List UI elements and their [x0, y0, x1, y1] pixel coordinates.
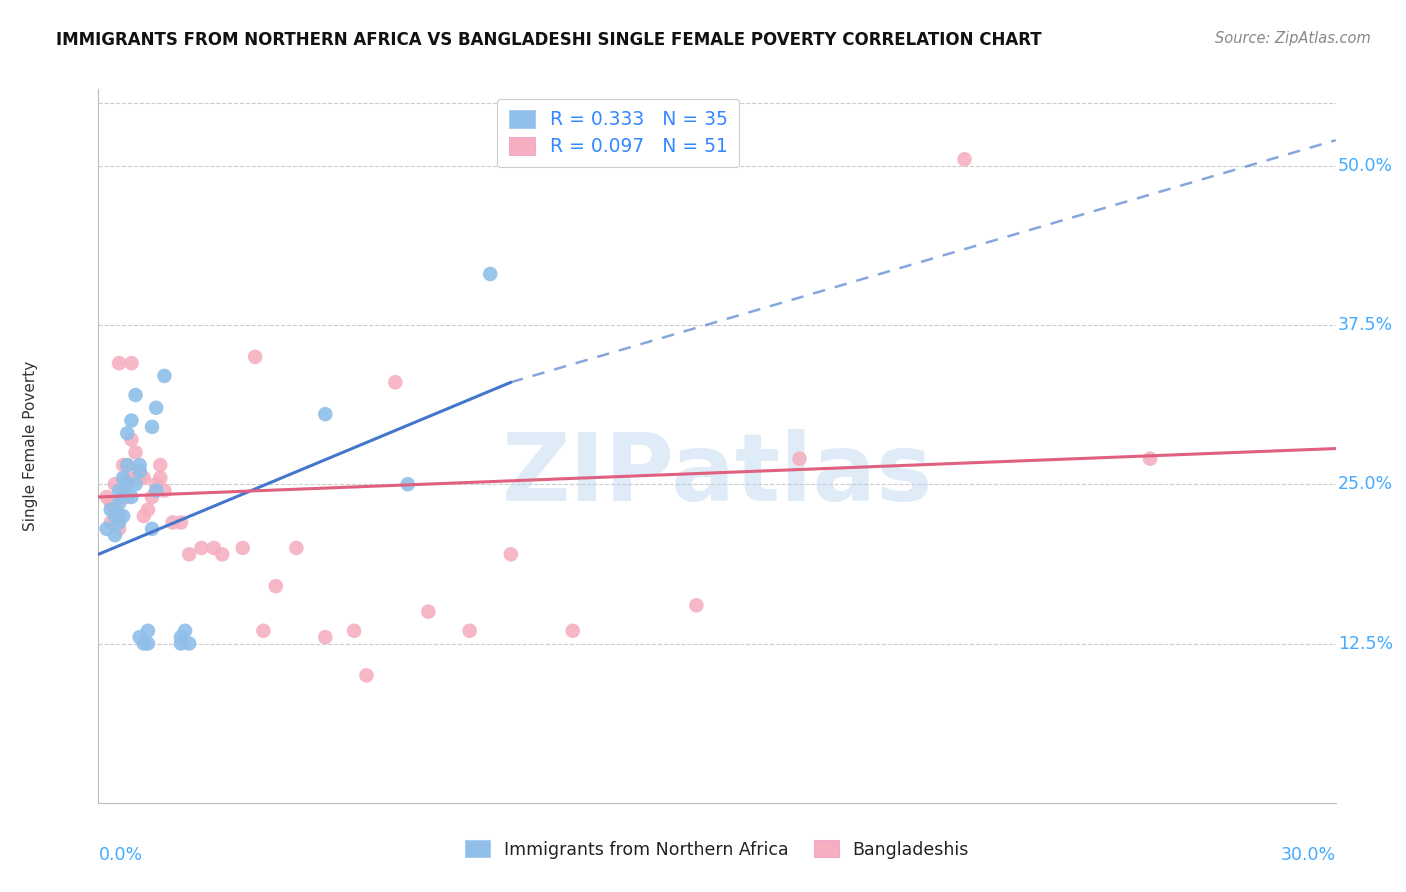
- Point: [132, 471, 155, 485]
- Point: [117, 477, 139, 491]
- Point: [108, 509, 131, 524]
- Point: [561, 624, 583, 638]
- Point: [100, 516, 122, 530]
- Point: [136, 502, 159, 516]
- Point: [136, 624, 159, 638]
- Point: [211, 547, 233, 561]
- Point: [141, 522, 163, 536]
- Point: [264, 579, 287, 593]
- Point: [104, 528, 127, 542]
- Point: [117, 458, 139, 472]
- Point: [128, 465, 150, 479]
- Text: 0.0%: 0.0%: [98, 846, 142, 863]
- Point: [202, 541, 225, 555]
- Point: [479, 267, 502, 281]
- Point: [170, 630, 193, 644]
- Point: [128, 458, 150, 472]
- Legend: Immigrants from Northern Africa, Bangladeshis: Immigrants from Northern Africa, Banglad…: [458, 833, 976, 865]
- Point: [108, 496, 131, 510]
- Text: Source: ZipAtlas.com: Source: ZipAtlas.com: [1215, 31, 1371, 46]
- Point: [953, 153, 976, 167]
- Point: [418, 605, 440, 619]
- Point: [149, 458, 172, 472]
- Point: [104, 502, 127, 516]
- Point: [124, 477, 146, 491]
- Point: [112, 471, 135, 485]
- Point: [499, 547, 522, 561]
- Point: [458, 624, 481, 638]
- Point: [108, 522, 131, 536]
- Point: [190, 541, 212, 555]
- Point: [108, 356, 131, 370]
- Point: [104, 509, 127, 524]
- Point: [396, 477, 419, 491]
- Point: [243, 350, 266, 364]
- Point: [343, 624, 366, 638]
- Point: [685, 599, 707, 613]
- Point: [117, 490, 139, 504]
- Point: [153, 483, 176, 498]
- Point: [120, 356, 142, 370]
- Point: [132, 509, 155, 524]
- Point: [141, 490, 163, 504]
- Point: [149, 471, 172, 485]
- Point: [124, 445, 146, 459]
- Point: [124, 388, 146, 402]
- Point: [112, 490, 135, 504]
- Point: [145, 477, 167, 491]
- Point: [112, 509, 135, 524]
- Point: [179, 547, 201, 561]
- Point: [128, 471, 150, 485]
- Text: ZIPatlas: ZIPatlas: [502, 428, 932, 521]
- Point: [252, 624, 274, 638]
- Point: [112, 458, 135, 472]
- Point: [108, 483, 131, 498]
- Text: IMMIGRANTS FROM NORTHERN AFRICA VS BANGLADESHI SINGLE FEMALE POVERTY CORRELATION: IMMIGRANTS FROM NORTHERN AFRICA VS BANGL…: [56, 31, 1042, 49]
- Text: 37.5%: 37.5%: [1339, 316, 1393, 334]
- Text: Single Female Poverty: Single Female Poverty: [22, 361, 38, 531]
- Point: [384, 376, 406, 390]
- Point: [120, 490, 142, 504]
- Point: [124, 471, 146, 485]
- Point: [132, 636, 155, 650]
- Point: [117, 471, 139, 485]
- Point: [136, 636, 159, 650]
- Point: [314, 407, 336, 421]
- Point: [141, 420, 163, 434]
- Point: [170, 516, 193, 530]
- Point: [1139, 451, 1161, 466]
- Point: [104, 477, 127, 491]
- Point: [128, 465, 150, 479]
- Point: [117, 426, 139, 441]
- Point: [153, 368, 176, 383]
- Point: [145, 483, 167, 498]
- Point: [96, 522, 118, 536]
- Text: 25.0%: 25.0%: [1339, 475, 1393, 493]
- Point: [100, 502, 122, 516]
- Point: [179, 636, 201, 650]
- Point: [112, 477, 135, 491]
- Point: [128, 630, 150, 644]
- Text: 30.0%: 30.0%: [1281, 846, 1336, 863]
- Point: [96, 490, 118, 504]
- Point: [145, 401, 167, 415]
- Text: 50.0%: 50.0%: [1339, 157, 1393, 175]
- Point: [120, 413, 142, 427]
- Point: [314, 630, 336, 644]
- Point: [108, 516, 131, 530]
- Point: [232, 541, 254, 555]
- Point: [117, 458, 139, 472]
- Point: [285, 541, 308, 555]
- Point: [120, 433, 142, 447]
- Point: [170, 636, 193, 650]
- Point: [356, 668, 378, 682]
- Point: [112, 490, 135, 504]
- Point: [100, 496, 122, 510]
- Point: [162, 516, 184, 530]
- Point: [174, 624, 197, 638]
- Text: 12.5%: 12.5%: [1339, 634, 1393, 653]
- Point: [789, 451, 811, 466]
